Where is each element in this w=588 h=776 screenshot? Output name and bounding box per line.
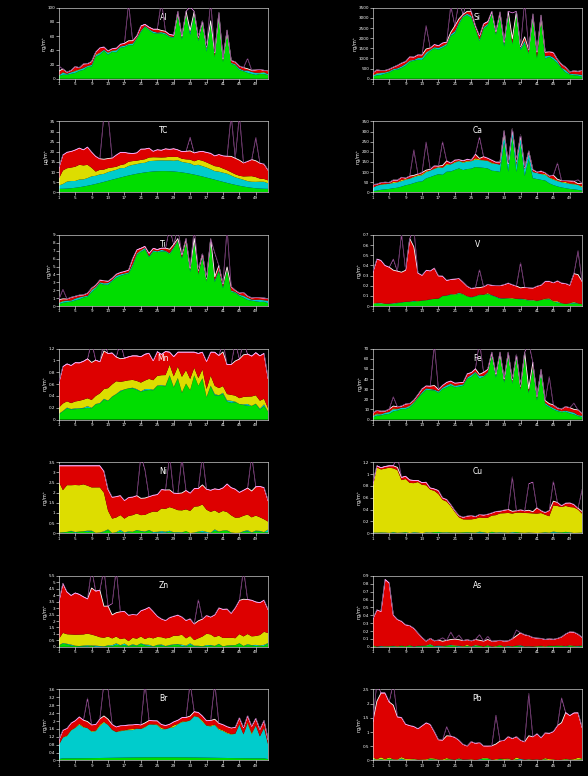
Y-axis label: µg/m³: µg/m³ bbox=[44, 150, 49, 165]
Y-axis label: ng/m³: ng/m³ bbox=[355, 150, 360, 165]
Y-axis label: ng/m³: ng/m³ bbox=[42, 490, 48, 505]
Text: Br: Br bbox=[159, 695, 168, 703]
Text: Al: Al bbox=[160, 12, 167, 22]
Text: Si: Si bbox=[474, 12, 481, 22]
Text: Zn: Zn bbox=[158, 580, 169, 590]
Y-axis label: ng/m³: ng/m³ bbox=[41, 36, 46, 50]
Text: Ni: Ni bbox=[159, 467, 168, 476]
Y-axis label: ng/m³: ng/m³ bbox=[356, 263, 362, 278]
Y-axis label: ng/m³: ng/m³ bbox=[356, 490, 362, 505]
Y-axis label: ng/m³: ng/m³ bbox=[352, 36, 358, 50]
Text: Pb: Pb bbox=[473, 695, 482, 703]
Y-axis label: ng/m³: ng/m³ bbox=[42, 604, 48, 618]
Text: Mn: Mn bbox=[158, 354, 169, 362]
Y-axis label: ng/m³: ng/m³ bbox=[358, 376, 363, 392]
Y-axis label: ng/m³: ng/m³ bbox=[42, 718, 48, 733]
Text: Ca: Ca bbox=[472, 126, 483, 135]
Y-axis label: ng/m³: ng/m³ bbox=[46, 263, 51, 278]
Text: V: V bbox=[475, 240, 480, 249]
Text: Fe: Fe bbox=[473, 354, 482, 362]
Text: Ti: Ti bbox=[160, 240, 167, 249]
Y-axis label: ng/m³: ng/m³ bbox=[356, 604, 362, 618]
Y-axis label: ng/m³: ng/m³ bbox=[356, 718, 362, 733]
Text: As: As bbox=[473, 580, 482, 590]
Y-axis label: ng/m³: ng/m³ bbox=[42, 376, 48, 392]
Text: TC: TC bbox=[159, 126, 168, 135]
Text: Cu: Cu bbox=[472, 467, 483, 476]
